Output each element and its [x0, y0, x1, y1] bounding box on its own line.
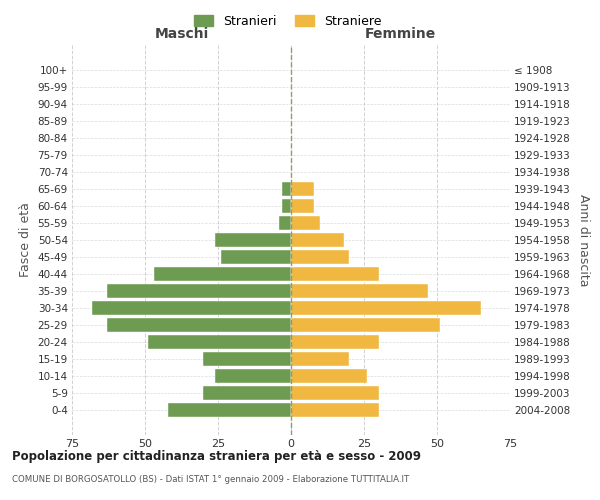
Bar — [291, 199, 314, 213]
Bar — [169, 403, 291, 417]
Bar — [291, 250, 349, 264]
Bar — [291, 267, 379, 281]
Text: Maschi: Maschi — [154, 27, 209, 41]
Bar — [107, 318, 291, 332]
Bar — [92, 301, 291, 315]
Bar — [282, 199, 291, 213]
Bar — [291, 182, 314, 196]
Bar — [291, 284, 428, 298]
Bar — [291, 403, 379, 417]
Bar — [291, 318, 440, 332]
Y-axis label: Anni di nascita: Anni di nascita — [577, 194, 590, 286]
Bar — [154, 267, 291, 281]
Bar — [221, 250, 291, 264]
Bar — [291, 216, 320, 230]
Bar — [215, 369, 291, 384]
Bar — [291, 301, 481, 315]
Bar — [291, 369, 367, 384]
Bar — [291, 386, 379, 400]
Y-axis label: Fasce di età: Fasce di età — [19, 202, 32, 278]
Text: COMUNE DI BORGOSATOLLO (BS) - Dati ISTAT 1° gennaio 2009 - Elaborazione TUTTITAL: COMUNE DI BORGOSATOLLO (BS) - Dati ISTAT… — [12, 475, 409, 484]
Bar — [215, 233, 291, 247]
Bar — [203, 352, 291, 366]
Bar — [280, 216, 291, 230]
Bar — [148, 335, 291, 349]
Bar — [203, 386, 291, 400]
Bar — [282, 182, 291, 196]
Bar — [291, 335, 379, 349]
Bar — [291, 233, 344, 247]
Bar — [107, 284, 291, 298]
Bar — [291, 352, 349, 366]
Text: Popolazione per cittadinanza straniera per età e sesso - 2009: Popolazione per cittadinanza straniera p… — [12, 450, 421, 463]
Legend: Stranieri, Straniere: Stranieri, Straniere — [191, 11, 385, 32]
Text: Femmine: Femmine — [365, 27, 436, 41]
